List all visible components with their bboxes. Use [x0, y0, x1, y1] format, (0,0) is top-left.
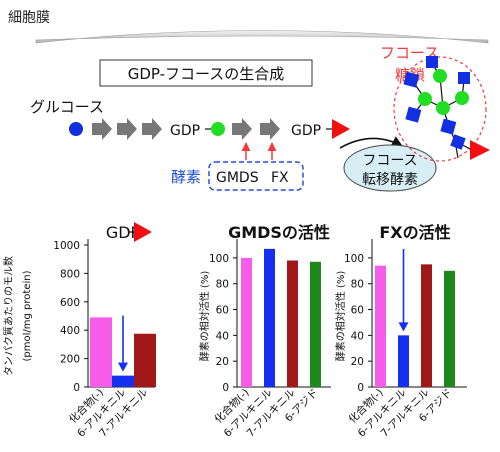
fucosyltransferase-ellipse [343, 144, 437, 192]
glcnac-square-icon [458, 72, 470, 84]
enzyme-label: 酵素 [171, 168, 201, 186]
step-arrow-icon [92, 118, 112, 140]
gdp-label-1: GDP [170, 123, 200, 139]
bar-1 [241, 257, 252, 387]
y-axis-label: (pmol/mg protein) [22, 270, 33, 361]
step-arrow-icon [232, 118, 252, 140]
y-tick-label: 0 [357, 382, 364, 394]
y-tick-label: 1000 [53, 240, 80, 252]
chart-title: FXの活性 [379, 223, 450, 242]
y-tick-label: 40 [216, 330, 229, 342]
step-arrow-icon [142, 118, 162, 140]
bar-3 [287, 260, 298, 387]
chart-1: GDP 0 200 400 600 800 1000 タンパク質あたりのモル数 (pmol/mg… [2, 222, 156, 440]
y-tick-label: 20 [351, 356, 364, 368]
y-axis-label: 酵素の相対活性 (%) [198, 271, 211, 362]
y-tick-label: 40 [351, 330, 364, 342]
y-axis-label: 酵素の相対活性 (%) [334, 271, 347, 362]
bar-3 [134, 333, 156, 387]
y-tick-label: 100 [344, 253, 364, 265]
fucose-flag-icon [332, 119, 350, 139]
step-arrow-icon [260, 118, 280, 140]
bar-1 [375, 265, 386, 387]
mannose-circle-icon [433, 69, 447, 83]
fucose-flag-icon [134, 222, 152, 242]
membrane-label: 細胞膜 [8, 10, 50, 26]
y-tick-label: 400 [60, 325, 80, 337]
y-tick-label: 60 [216, 305, 229, 317]
glcnac-square-icon [440, 118, 457, 135]
bar-3 [421, 264, 432, 387]
bar-4 [310, 261, 321, 387]
glycan-region [393, 56, 487, 162]
y-tick-label: 80 [351, 279, 364, 291]
step-arrows [92, 118, 280, 140]
transferase-label-1: フコース [362, 153, 417, 169]
bar-1 [90, 317, 112, 387]
y-tick-label: 80 [216, 279, 229, 291]
down-arrow-icon [398, 322, 409, 332]
pathway-title: GDP-フコースの生合成 [128, 65, 285, 83]
glcnac-square-icon [405, 106, 422, 123]
y-tick-label: 200 [60, 354, 80, 366]
mannose-circle-icon [211, 122, 225, 136]
chart-title: GMDSの活性 [228, 223, 330, 242]
cell-membrane-band [35, 30, 489, 44]
y-tick-label: 800 [60, 268, 80, 280]
gdp-label-2: GDP [291, 123, 321, 139]
bar-4 [444, 270, 455, 387]
transferase-label-2: 転移酵素 [362, 172, 418, 188]
mannose-circle-icon [455, 91, 469, 105]
glucose-circle-icon [69, 122, 83, 136]
glycan-structure [403, 56, 490, 160]
enzyme-gmds-label: GMDS [216, 170, 259, 186]
glcnac-square-icon [403, 71, 420, 88]
y-tick-label: 100 [209, 253, 229, 265]
down-arrow-icon [118, 362, 128, 372]
pathway-diagram: 細胞膜 GDP-フコースの生合成 グルコース GDP GDP 酵素 GMDS F… [8, 10, 490, 192]
y-tick-label: 20 [216, 356, 229, 368]
bar-2 [398, 335, 409, 387]
bar-2 [112, 375, 134, 387]
glcnac-square-icon [426, 56, 438, 68]
step-arrow-icon [117, 118, 137, 140]
enzyme-box [208, 161, 304, 191]
glucose-label: グルコース [30, 98, 104, 116]
mannose-circle-icon [418, 92, 432, 106]
y-tick-label: 0 [222, 382, 229, 394]
mannose-circle-icon [436, 101, 450, 115]
bar-2 [264, 248, 275, 387]
fucose-flag-icon [470, 140, 490, 160]
glcnac-square-icon [450, 134, 466, 150]
fucose-chain-label-1: フコース [380, 44, 439, 62]
y-tick-label: 600 [60, 297, 80, 309]
chart-title: GDP [106, 223, 141, 242]
title-box [99, 59, 313, 87]
y-tick-label: 0 [73, 382, 80, 394]
transfer-arrow-icon [339, 136, 403, 149]
y-tick-label: 60 [351, 305, 364, 317]
y-axis-label: タンパク質あたりのモル数 [2, 256, 15, 376]
enzyme-fx-label: FX [271, 170, 289, 186]
